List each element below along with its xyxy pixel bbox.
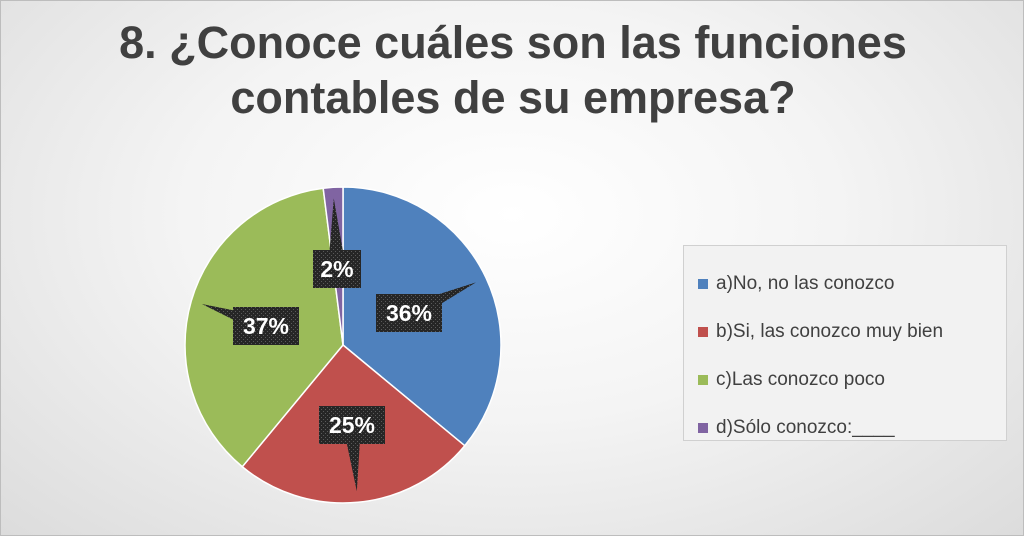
- legend-swatch-c: [698, 375, 708, 385]
- legend-item-c: c)Las conozco poco: [684, 356, 1006, 404]
- data-label-box-d: [313, 250, 361, 288]
- legend-item-d: d)Sólo conozco:____: [684, 404, 1006, 452]
- legend-label-b: b)Si, las conozco muy bien: [716, 321, 944, 342]
- chart-title: 8. ¿Conoce cuáles son las funciones cont…: [1, 15, 1023, 125]
- legend-label-c: c)Las conozco poco: [716, 369, 885, 390]
- legend-label-a: a)No, no las conozco: [716, 273, 895, 294]
- data-label-a: 36%: [376, 282, 476, 332]
- data-label-d: 2%: [313, 198, 361, 288]
- data-label-box-a: [376, 294, 442, 332]
- chart-title-line-2: contables de su empresa?: [230, 72, 796, 123]
- legend-item-b: b)Si, las conozco muy bien: [684, 308, 1006, 356]
- legend-label-d: d)Sólo conozco:____: [716, 417, 895, 438]
- data-label-box-c: [233, 307, 299, 345]
- data-label-text-a: 36%: [386, 300, 432, 326]
- data-label-text-c: 37%: [243, 313, 289, 339]
- data-label-c: 37%: [201, 304, 299, 345]
- data-label-box-b: [319, 406, 385, 444]
- legend-swatch-b: [698, 327, 708, 337]
- legend: a)No, no las conozco b)Si, las conozco m…: [683, 245, 1007, 441]
- data-label-text-b: 25%: [329, 412, 375, 438]
- chart-title-line-1: 8. ¿Conoce cuáles son las funciones: [119, 17, 907, 68]
- data-label-text-d: 2%: [320, 256, 353, 282]
- legend-swatch-d: [698, 423, 708, 433]
- legend-item-a: a)No, no las conozco: [684, 260, 1006, 308]
- data-label-b: 25%: [319, 406, 385, 492]
- legend-swatch-a: [698, 279, 708, 289]
